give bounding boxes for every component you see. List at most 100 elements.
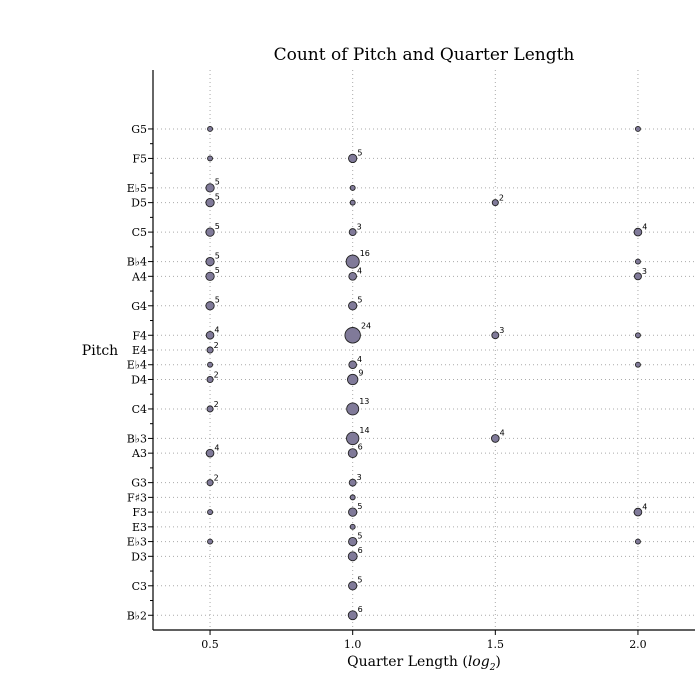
y-tick-label: E♭4 (127, 359, 147, 372)
y-tick-label: E3 (132, 521, 147, 534)
data-point (634, 258, 641, 265)
y-tick-label: C3 (132, 580, 147, 593)
grid-layer (153, 70, 695, 630)
x-axis-ticks: 0.5 1.0 1.5 2.0 (201, 630, 647, 651)
data-label: 4 (500, 429, 505, 438)
data-label: 4 (642, 502, 647, 511)
data-point (207, 509, 214, 516)
data-point (348, 153, 358, 164)
data-point (346, 431, 360, 446)
y-tick-label: A4 (131, 270, 147, 283)
data-label: 4 (214, 325, 219, 334)
y-tick-label: D5 (131, 197, 147, 210)
y-tick-label: E♭5 (127, 182, 147, 195)
x-axis-label-end: ) (495, 654, 500, 670)
data-label: 6 (358, 605, 363, 614)
y-tick-label: F4 (132, 329, 147, 342)
data-point (348, 228, 357, 237)
data-point (205, 448, 215, 458)
y-tick-label: C4 (132, 403, 147, 416)
y-tick-label: B♭3 (127, 432, 147, 445)
x-tick-label: 0.5 (201, 638, 219, 651)
data-point (206, 479, 214, 487)
data-label: 3 (357, 473, 362, 482)
y-tick-label: G4 (131, 300, 147, 313)
data-point (347, 448, 358, 459)
data-point (205, 256, 215, 267)
data-label: 4 (357, 266, 362, 275)
data-point (491, 434, 500, 443)
data-point (205, 183, 215, 193)
data-label: 5 (215, 296, 220, 305)
x-axis-label-log: log (468, 654, 490, 670)
y-tick-label: G3 (131, 477, 147, 490)
data-point (206, 346, 214, 354)
data-point (348, 536, 358, 547)
data-label: 5 (357, 148, 362, 157)
data-label: 5 (215, 192, 220, 201)
data-point (348, 581, 358, 591)
y-axis-ticks: B♭2 C3 D3E♭3 E3 F3 F♯3G3 A3 B♭3 C4 D4E♭4 E4 F4 G4 A4B… (127, 123, 153, 622)
data-point (633, 507, 643, 517)
data-label: 24 (361, 321, 371, 330)
data-point (207, 538, 214, 545)
data-points (205, 125, 643, 621)
x-axis-label-subscript: 2 (489, 663, 496, 673)
data-point (344, 327, 361, 344)
data-label: 6 (358, 443, 363, 452)
data-point (347, 610, 358, 621)
data-point (348, 507, 358, 517)
data-label: 5 (357, 502, 362, 511)
data-label: 13 (359, 397, 369, 406)
y-tick-label: B♭2 (127, 609, 147, 622)
x-axis-label-text: Quarter Length ( (347, 654, 468, 670)
y-tick-label: A3 (131, 447, 147, 460)
data-point (634, 332, 641, 339)
y-tick-label: E4 (132, 344, 147, 357)
data-label: 5 (357, 531, 362, 540)
data-label: 5 (357, 296, 362, 305)
data-point (349, 184, 356, 191)
y-axis-label: Pitch (82, 343, 118, 359)
data-point (349, 494, 356, 501)
data-label: 5 (215, 222, 220, 231)
data-point (205, 330, 215, 340)
data-point (206, 375, 214, 383)
data-point (205, 198, 215, 208)
data-point (346, 402, 360, 416)
data-point (348, 272, 357, 281)
data-point (349, 523, 356, 530)
x-tick-label: 2.0 (629, 638, 647, 651)
y-tick-label: D4 (131, 373, 147, 386)
x-axis-label: Quarter Length (log2) (347, 654, 501, 673)
y-tick-label: E♭3 (127, 536, 147, 549)
data-point (348, 301, 358, 311)
y-tick-label: F♯3 (127, 491, 147, 504)
data-point (207, 125, 214, 132)
y-tick-label: B♭4 (127, 256, 147, 269)
y-tick-label: C5 (132, 226, 147, 239)
y-tick-label: D3 (131, 550, 147, 563)
x-tick-label: 1.5 (487, 638, 505, 651)
data-point (347, 551, 358, 562)
data-label: 4 (357, 355, 362, 364)
data-point (205, 271, 215, 281)
y-tick-label: G5 (131, 123, 147, 136)
data-point (634, 538, 641, 545)
data-label: 2 (214, 400, 219, 409)
x-tick-label: 1.0 (344, 638, 362, 651)
data-point (206, 405, 214, 413)
data-label: 5 (357, 576, 362, 585)
data-label: 3 (357, 223, 362, 232)
data-point (205, 227, 215, 237)
data-point (634, 125, 641, 132)
data-point (491, 199, 499, 207)
data-point (205, 301, 215, 311)
data-point (348, 478, 357, 487)
data-label: 3 (499, 326, 504, 335)
data-label: 5 (215, 251, 220, 260)
y-tick-label: F3 (132, 506, 147, 519)
y-tick-label: F5 (132, 152, 147, 165)
